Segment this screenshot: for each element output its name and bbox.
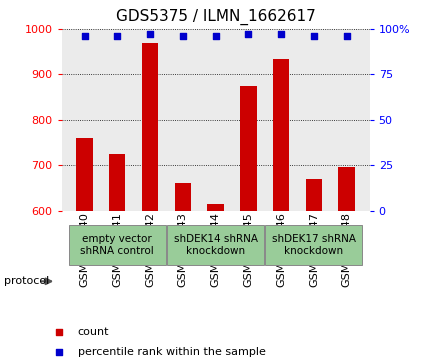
Bar bbox=[273, 58, 290, 211]
Text: shDEK14 shRNA
knockdown: shDEK14 shRNA knockdown bbox=[174, 234, 257, 256]
Point bbox=[278, 32, 285, 37]
Bar bbox=[338, 167, 355, 211]
Point bbox=[147, 32, 154, 37]
Point bbox=[114, 33, 121, 39]
Text: count: count bbox=[78, 327, 109, 337]
Text: percentile rank within the sample: percentile rank within the sample bbox=[78, 347, 265, 357]
Point bbox=[180, 33, 187, 39]
Title: GDS5375 / ILMN_1662617: GDS5375 / ILMN_1662617 bbox=[116, 9, 315, 25]
Point bbox=[55, 349, 62, 355]
FancyBboxPatch shape bbox=[265, 225, 363, 265]
Point bbox=[310, 33, 317, 39]
Point bbox=[212, 33, 219, 39]
Bar bbox=[77, 138, 93, 211]
Text: protocol: protocol bbox=[4, 276, 50, 286]
Point bbox=[245, 32, 252, 37]
Bar bbox=[175, 183, 191, 211]
Text: shDEK17 shRNA
knockdown: shDEK17 shRNA knockdown bbox=[272, 234, 356, 256]
Point bbox=[343, 33, 350, 39]
Bar bbox=[240, 86, 257, 211]
Bar bbox=[142, 43, 158, 211]
FancyBboxPatch shape bbox=[167, 225, 264, 265]
Bar bbox=[207, 204, 224, 211]
Text: empty vector
shRNA control: empty vector shRNA control bbox=[81, 234, 154, 256]
Point bbox=[55, 329, 62, 335]
FancyBboxPatch shape bbox=[69, 225, 166, 265]
Point bbox=[81, 33, 88, 39]
Bar bbox=[109, 154, 125, 211]
Bar bbox=[306, 179, 322, 211]
